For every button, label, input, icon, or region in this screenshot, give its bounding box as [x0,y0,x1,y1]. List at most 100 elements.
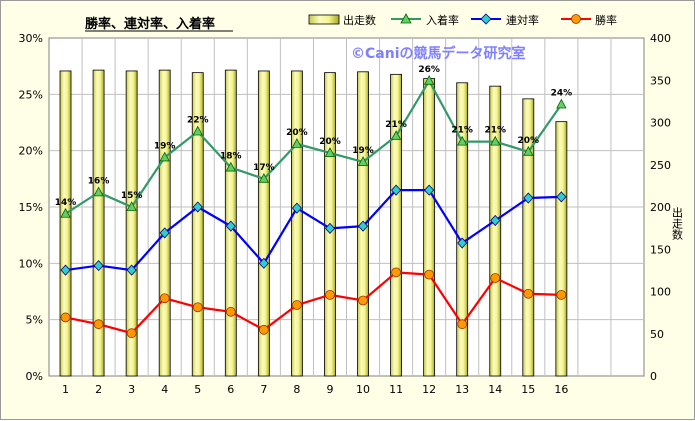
svg-text:出走数: 出走数 [343,13,376,27]
bar-3 [125,70,138,377]
data-label: 26% [418,65,440,75]
bar-11 [390,73,402,377]
point-s2-13 [457,319,468,330]
data-label: 20% [319,137,341,147]
point-s2-5 [192,302,203,313]
svg-text:連対率: 連対率 [506,13,539,27]
series-line-1 [65,189,562,272]
point-s0-15 [523,145,534,156]
x-tick-label: 13 [455,383,469,396]
data-label: 24% [551,88,573,98]
x-tick-label: 12 [422,383,436,396]
legend-item-placing-rate: 入着率 [391,13,459,27]
point-s1-1 [60,264,71,276]
y2-tick-label: 200 [650,201,671,214]
data-labels: 14% 16% 15% 19% 22% 18% 17% 20% 20% 19% 21% 26% 21% 2… [55,65,572,208]
point-s1-15 [523,192,534,204]
x-tick-label: 11 [389,383,403,396]
y-tick-label: 10% [19,257,43,270]
point-s2-3 [126,328,137,339]
x-tick-label: 3 [128,383,135,396]
point-s0-7 [258,172,270,183]
point-s2-7 [258,324,269,335]
point-s0-10 [357,156,369,166]
point-s2-16 [556,289,567,300]
y-tick-label: 20% [19,145,43,158]
point-s0-14 [490,135,501,146]
point-s1-16 [556,191,567,203]
point-s2-8 [292,300,302,310]
point-s1-9 [324,222,336,235]
point-s1-8 [291,202,302,214]
data-label: 14% [55,198,77,208]
point-s0-16 [556,98,567,109]
point-s1-6 [225,220,236,232]
y-tick-label: 0% [26,370,43,383]
point-s0-4 [159,151,170,162]
point-s0-11 [390,130,402,140]
x-tick-label: 14 [488,383,502,396]
point-s2-15 [523,288,534,299]
x-tick-label: 10 [356,383,370,396]
legend-item-runs: 出走数 [308,13,376,27]
data-label: 21% [451,126,473,136]
x-tick-label: 2 [95,383,102,396]
point-s0-8 [291,138,303,148]
y-tick-label: 25% [19,88,43,101]
point-s1-11 [391,184,402,196]
data-label: 19% [154,141,176,151]
point-s2-9 [325,289,335,300]
y2-tick-label: 150 [650,243,671,256]
x-tick-label: 7 [260,383,267,396]
bar-5 [191,72,204,377]
bar-1 [59,70,72,377]
data-label: 20% [518,136,540,146]
x-tick-label: 6 [227,383,234,396]
data-label: 18% [220,152,242,162]
point-s0-3 [126,201,137,211]
data-label: 21% [484,126,506,136]
gridlines [49,38,644,376]
x-axis-ticks: 1 2 3 4 5 6 7 8 9 10 11 12 13 14 15 16 [62,383,568,396]
y2-tick-label: 250 [650,159,671,172]
y-axis-right-label: 出走数 [671,206,684,241]
bar-14 [489,85,502,377]
y-tick-label: 5% [26,314,43,327]
data-label: 16% [88,176,110,186]
point-s2-4 [159,293,170,304]
line-series [60,74,567,339]
svg-text:勝率: 勝率 [595,13,617,27]
point-s2-6 [225,306,236,317]
x-tick-label: 4 [161,383,168,396]
y2-tick-label: 50 [650,328,664,341]
point-s1-5 [192,201,203,213]
y2-tick-label: 0 [650,370,657,383]
point-s2-10 [358,295,368,306]
point-s0-12 [423,74,435,85]
svg-text:入着率: 入着率 [426,13,459,27]
point-s2-11 [391,267,401,278]
point-s2-1 [60,312,71,323]
x-tick-label: 15 [521,383,535,396]
point-s1-12 [424,184,435,196]
y-tick-label: 15% [19,201,43,214]
point-s2-14 [490,273,501,283]
point-s1-3 [126,264,137,276]
point-s1-4 [159,227,170,239]
x-tick-label: 8 [293,383,300,396]
series-line-2 [65,271,562,335]
point-s2-2 [93,319,104,330]
chart-title: 勝率、連対率、入着率 [85,16,215,32]
point-s0-6 [225,161,236,172]
x-tick-label: 5 [194,383,201,396]
y2-tick-label: 300 [650,117,671,130]
data-label: 19% [352,146,374,156]
x-tick-label: 9 [326,383,333,396]
bar-15 [522,98,535,377]
x-tick-label: 16 [554,383,568,396]
data-label: 20% [286,128,308,138]
bar-12 [423,78,436,377]
point-s0-5 [192,125,203,136]
